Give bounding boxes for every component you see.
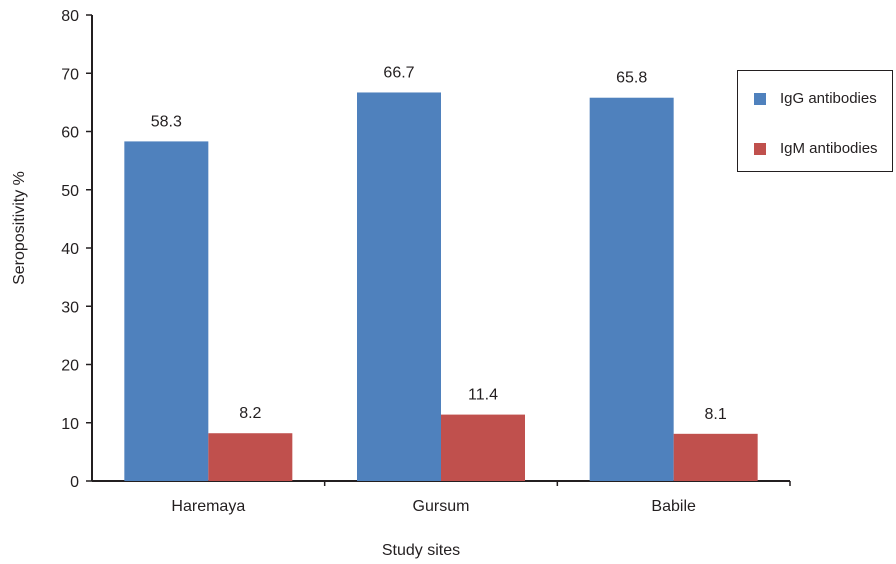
y-tick-label: 30: [61, 299, 79, 316]
bar-igm: [208, 433, 293, 481]
x-tick-label: Haremaya: [171, 498, 245, 515]
y-tick-label: 50: [61, 183, 79, 200]
y-tick-label: 0: [70, 474, 79, 491]
x-tick-label: Gursum: [413, 498, 470, 515]
data-label: 58.3: [151, 113, 182, 130]
x-axis: Haremaya Gursum Babile: [92, 480, 791, 515]
bars: [124, 92, 758, 481]
bar-igg: [357, 92, 441, 481]
bar-igg: [124, 141, 209, 481]
y-axis: 0 10 20 30 40 50 60 70 80: [61, 8, 93, 491]
y-tick-label: 80: [61, 8, 79, 25]
bar-igm: [441, 414, 525, 481]
data-labels: 58.3 8.2 66.7 11.4 65.8 8.1: [151, 64, 727, 422]
legend: IgG antibodies IgM antibodies: [737, 70, 893, 172]
bar-igg: [589, 97, 674, 481]
bar-igm: [673, 433, 758, 481]
data-label: 65.8: [616, 70, 647, 87]
y-axis-label: Seropositivity %: [11, 171, 28, 285]
legend-swatch-igg: [754, 92, 766, 105]
x-tick-label: Babile: [651, 498, 696, 515]
legend-label-igm: IgM antibodies: [780, 140, 878, 157]
legend-swatch-igm: [754, 142, 766, 155]
data-label: 8.1: [705, 406, 727, 423]
data-label: 66.7: [383, 64, 414, 81]
data-label: 11.4: [468, 387, 498, 404]
y-tick-label: 10: [61, 416, 79, 433]
legend-label-igg: IgG antibodies: [780, 90, 877, 107]
x-axis-label: Study sites: [382, 542, 460, 559]
legend-item-igm: IgM antibodies: [754, 140, 878, 157]
y-tick-label: 60: [61, 125, 79, 142]
y-tick-label: 40: [61, 241, 79, 258]
data-label: 8.2: [239, 405, 261, 422]
y-tick-label: 20: [61, 358, 79, 375]
y-tick-label: 70: [61, 66, 79, 83]
legend-item-igg: IgG antibodies: [754, 90, 877, 107]
